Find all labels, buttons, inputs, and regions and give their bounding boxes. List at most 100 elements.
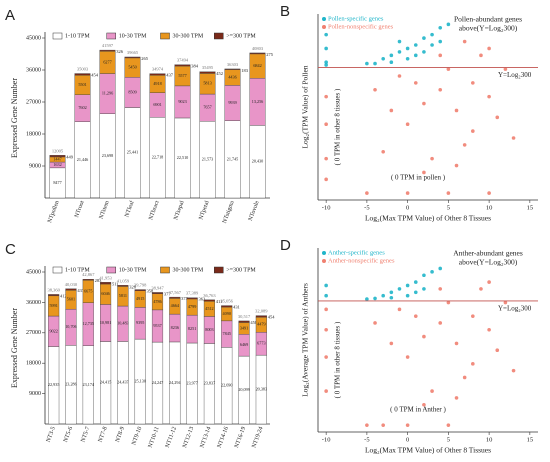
segment-label: 7657 bbox=[203, 105, 211, 110]
segment-label: 11,296 bbox=[102, 91, 113, 97]
legend-label: 10-30 TPM bbox=[119, 267, 147, 273]
x-tick-label: NTroot bbox=[74, 200, 86, 219]
segment-label: 9022 bbox=[49, 328, 57, 333]
point bbox=[446, 22, 451, 27]
line-label: Y=Log₂300 bbox=[498, 71, 532, 79]
annotation: Anther-abundant genes bbox=[453, 249, 523, 258]
point bbox=[389, 60, 394, 65]
point bbox=[430, 270, 434, 274]
x-tick-label: NTpetal bbox=[198, 200, 210, 221]
y-axis-label: Log₂(TPM Value) of Pollen bbox=[301, 65, 310, 148]
total-label: 35,056 bbox=[221, 299, 234, 305]
segment-label: 13,256 bbox=[252, 99, 264, 105]
x-tick-label: -5 bbox=[364, 204, 369, 211]
y-axis-label: Log₂(Average TPM Value) of Anthers bbox=[301, 283, 310, 397]
point bbox=[397, 307, 402, 312]
bar-segment bbox=[99, 49, 116, 52]
point bbox=[446, 423, 451, 427]
segment-label: 183 bbox=[241, 68, 249, 73]
point bbox=[422, 287, 426, 291]
x-tick-label: 0 bbox=[406, 436, 409, 443]
segment-label: 9395 bbox=[136, 320, 144, 325]
point bbox=[422, 101, 426, 106]
point bbox=[324, 389, 328, 393]
point bbox=[438, 321, 443, 325]
point bbox=[471, 81, 475, 85]
point bbox=[446, 300, 451, 305]
bar-segment bbox=[169, 296, 181, 299]
point bbox=[389, 108, 394, 113]
x-tick-label: NT16-19 bbox=[234, 426, 247, 449]
total-label: 35495 bbox=[202, 65, 214, 70]
point bbox=[422, 273, 426, 278]
point bbox=[413, 43, 418, 47]
segment-label: 454 bbox=[91, 73, 99, 78]
segment-label: 22,690 bbox=[221, 383, 233, 389]
legend-label: 30-300 TPM bbox=[173, 33, 204, 39]
point bbox=[324, 293, 328, 298]
bar-segment bbox=[224, 68, 241, 70]
bar-segment bbox=[100, 282, 112, 285]
annotation: ( 0 TPM in Anther ) bbox=[390, 406, 446, 414]
segment-label: 9537 bbox=[153, 323, 161, 328]
point bbox=[324, 307, 328, 312]
point bbox=[422, 334, 426, 339]
segment-label: 23,837 bbox=[204, 381, 216, 387]
segment-label: 511 bbox=[112, 281, 119, 286]
total-label: 41,953 bbox=[99, 275, 112, 281]
bar-segment bbox=[238, 320, 250, 323]
point bbox=[495, 348, 500, 353]
legend-label: 10-30 TPM bbox=[119, 33, 147, 39]
legend-swatch bbox=[214, 266, 224, 274]
point bbox=[503, 67, 508, 71]
segment-label: 412 bbox=[60, 293, 67, 298]
segment-label: 6842 bbox=[253, 63, 261, 68]
x-tick-label: NTovule bbox=[248, 200, 261, 222]
total-label: 35003 bbox=[77, 67, 89, 72]
legend-swatch bbox=[214, 32, 224, 40]
point bbox=[405, 293, 410, 298]
segment-label: 411 bbox=[216, 299, 223, 304]
point bbox=[324, 177, 328, 182]
segment-label: 21,573 bbox=[202, 157, 214, 163]
y-tick-label: 9000 bbox=[29, 391, 41, 397]
legend-swatch bbox=[52, 32, 63, 40]
point bbox=[454, 108, 459, 113]
y-tick-label: 45000 bbox=[26, 35, 41, 41]
total-label: 37,389 bbox=[186, 291, 199, 297]
x-tick-label: NT3-5 bbox=[46, 426, 57, 443]
point bbox=[487, 327, 491, 332]
legend-marker bbox=[322, 17, 326, 21]
segment-label: 10,706 bbox=[65, 324, 77, 330]
annotation: above(Y=Log₂300) bbox=[459, 24, 518, 33]
segment-label: 437 bbox=[166, 73, 174, 78]
point bbox=[405, 56, 410, 61]
annotation: ( 0 TPM in pollen ) bbox=[391, 174, 446, 182]
segment-label: 377 bbox=[164, 291, 172, 296]
x-tick-label: NT14-16 bbox=[217, 426, 230, 449]
x-tick-label: -10 bbox=[322, 204, 331, 211]
point bbox=[413, 81, 418, 85]
segment-label: 437 bbox=[77, 288, 85, 293]
y-tick-label: 27000 bbox=[26, 330, 41, 336]
x-tick-label: NTpollen bbox=[47, 200, 61, 224]
point bbox=[389, 295, 394, 300]
x-tick-label: 15 bbox=[527, 436, 534, 443]
bar-segment bbox=[149, 73, 166, 76]
point bbox=[413, 314, 418, 318]
segment-label: 5450 bbox=[128, 65, 136, 70]
point bbox=[381, 423, 385, 427]
x-tick-label: 5 bbox=[447, 204, 450, 211]
point bbox=[405, 191, 410, 195]
annotation: ( 0 TPM in other 8 tissues ) bbox=[334, 88, 342, 165]
point bbox=[471, 129, 475, 133]
legend-swatch bbox=[160, 32, 170, 40]
segment-label: 20,430 bbox=[252, 159, 264, 165]
segment-label: 265 bbox=[141, 56, 149, 61]
legend-label: Anther-nonspecific genes bbox=[328, 257, 395, 264]
x-tick-label: NTstem bbox=[99, 200, 111, 220]
x-tick-label: NT12-13 bbox=[182, 426, 195, 449]
annotation: above(Y=Log₂300) bbox=[459, 258, 518, 267]
bar-segment bbox=[49, 155, 66, 158]
legend-label: Anther-specific genes bbox=[328, 249, 385, 256]
